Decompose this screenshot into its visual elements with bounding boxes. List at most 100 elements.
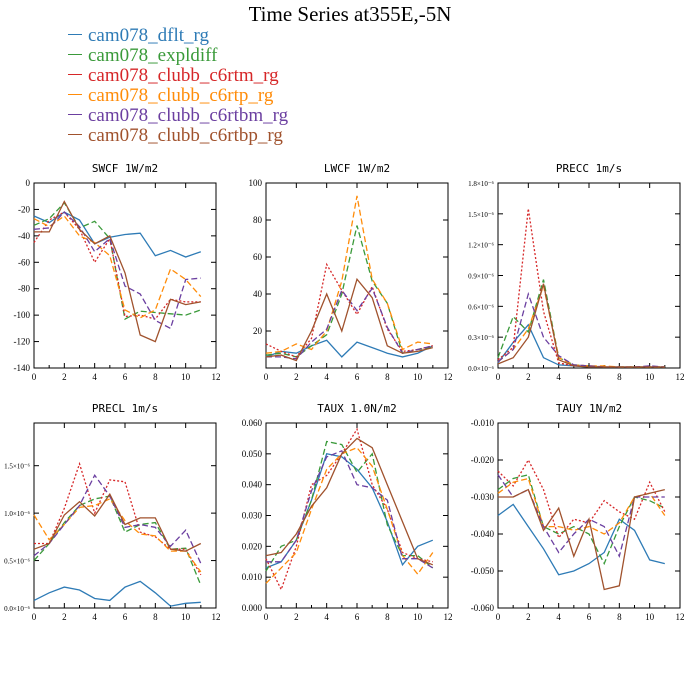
y-tick-label: 20 [253,326,263,336]
x-tick-label: 0 [496,372,501,382]
x-tick-label: 4 [324,612,329,622]
y-tick-label: 0.050 [242,449,263,459]
y-tick-label: 100 [249,178,263,188]
x-tick-label: 0 [32,612,37,622]
y-tick-label: 40 [253,289,263,299]
x-tick-label: 6 [123,372,128,382]
x-tick-label: 8 [385,372,390,382]
panel-title: PRECC 1m/s [556,162,622,175]
x-tick-label: 4 [92,612,97,622]
x-tick-label: 10 [645,612,655,622]
y-tick-label: 1.0×10⁻⁶ [4,510,30,518]
x-tick-label: 4 [92,372,97,382]
y-tick-label: 0.3×10⁻⁶ [468,334,494,342]
y-tick-label: 0.9×10⁻⁶ [468,273,494,281]
x-tick-label: 12 [676,612,685,622]
series-line-c6rtbp [265,437,434,566]
series-line-c6rtp [497,477,666,535]
x-tick-label: 8 [617,612,622,622]
y-tick-label: -60 [18,257,30,267]
legend-label: cam078_expldiff [88,45,218,66]
y-tick-label: -80 [18,284,30,294]
legend-label: cam078_clubb_c6rtp_rg [88,85,274,106]
legend-item-dflt: cam078_dflt_rg [68,26,288,46]
series-line-c6rtp [33,215,202,319]
legend-item-c6rtp: cam078_clubb_c6rtp_rg [68,86,288,106]
y-tick-label: 1.5×10⁻⁶ [468,211,494,219]
legend-swatch [68,54,82,56]
panel-4: TAUX 1.0N/m2 0 2 4 6 8 10 12 0.000 0.010 0.020 0.03… [242,402,453,622]
panel-title: PRECL 1m/s [92,402,158,415]
panel-1: LWCF 1W/m2 0 2 4 6 8 10 12 20 40 60 80 100 [249,162,453,382]
x-tick-label: 10 [181,372,191,382]
legend-swatch [68,134,82,136]
y-tick-label: 0.0×10⁻⁶ [4,605,30,613]
y-tick-label: -20 [18,204,30,214]
legend-label: cam078_clubb_c6rtbp_rg [88,125,283,146]
x-tick-label: 4 [556,372,561,382]
x-tick-label: 0 [496,612,501,622]
legend-swatch [68,94,82,96]
y-tick-label: 0 [26,178,31,188]
series-line-dflt [497,503,665,576]
series-line-c6rtbp [33,492,202,552]
x-tick-label: 10 [181,612,191,622]
y-tick-label: 0.000 [242,603,263,613]
legend-item-expldiff: cam078_expldiff [68,46,288,66]
y-tick-label: -0.010 [471,418,495,428]
x-tick-label: 8 [153,612,158,622]
legend: cam078_dflt_rg cam078_expldiff cam078_cl… [68,26,288,146]
x-tick-label: 12 [212,372,221,382]
x-tick-label: 12 [444,372,453,382]
y-tick-label: 0.020 [242,541,263,551]
panel-title: TAUY 1N/m2 [556,402,622,415]
y-tick-label: 0.040 [242,480,263,490]
panel-title: LWCF 1W/m2 [324,162,390,175]
x-tick-label: 8 [385,612,390,622]
panel-5: TAUY 1N/m2 0 2 4 6 8 10 12 -0.060 -0.050 -0.040 -0.… [471,402,685,622]
x-tick-label: 12 [676,372,685,382]
series-line-c6rtp [265,195,433,354]
series-line-c6rtbp [265,277,433,362]
panel-title: SWCF 1W/m2 [92,162,158,175]
y-tick-label: -120 [14,337,31,347]
y-tick-label: 1.8×10⁻⁶ [468,180,494,188]
y-tick-label: 0.030 [242,511,263,521]
series-line-c6rtbm [266,287,433,360]
series-line-c6rtbp [498,488,665,591]
series-line-dflt [33,580,201,607]
x-tick-label: 6 [587,612,592,622]
panel-0: SWCF 1W/m2 0 2 4 6 8 10 12 -140 -120 -100 -80 -60 -40… [14,162,221,382]
series-line-dflt [265,453,434,569]
y-tick-label: 1.5×10⁻⁶ [4,463,30,471]
y-tick-label: -0.050 [471,566,495,576]
plot-frame [497,422,681,609]
series-line-expldiff [265,440,434,572]
series-line-c6rtbm [266,449,434,569]
y-tick-label: -100 [14,310,31,320]
y-tick-label: 0.5×10⁻⁶ [4,558,30,566]
legend-swatch [68,114,82,116]
plot-frame [265,182,449,369]
y-tick-label: 80 [253,215,263,225]
series-line-expldiff [265,225,433,358]
x-tick-label: 6 [355,372,360,382]
legend-item-c6rtm: cam078_clubb_c6rtm_rg [68,66,288,86]
y-tick-label: -0.020 [471,455,495,465]
legend-label: cam078_dflt_rg [88,25,210,46]
x-tick-label: 12 [212,612,221,622]
x-tick-label: 10 [413,612,423,622]
panel-3: PRECL 1m/s 0 2 4 6 8 10 12 0.0×10⁻⁶ 0.5×10⁻⁶ 1.0×1… [4,402,220,622]
x-tick-label: 10 [645,372,655,382]
x-tick-label: 2 [294,612,299,622]
x-tick-label: 8 [153,372,158,382]
series-line-expldiff [497,279,665,368]
legend-swatch [68,74,82,76]
y-tick-label: -0.060 [471,603,495,613]
series-line-c6rtm [497,208,665,368]
panel-title: TAUX 1.0N/m2 [317,402,396,415]
x-tick-label: 6 [587,372,592,382]
y-tick-label: -140 [14,363,31,373]
series-line-c6rtm [33,211,201,320]
